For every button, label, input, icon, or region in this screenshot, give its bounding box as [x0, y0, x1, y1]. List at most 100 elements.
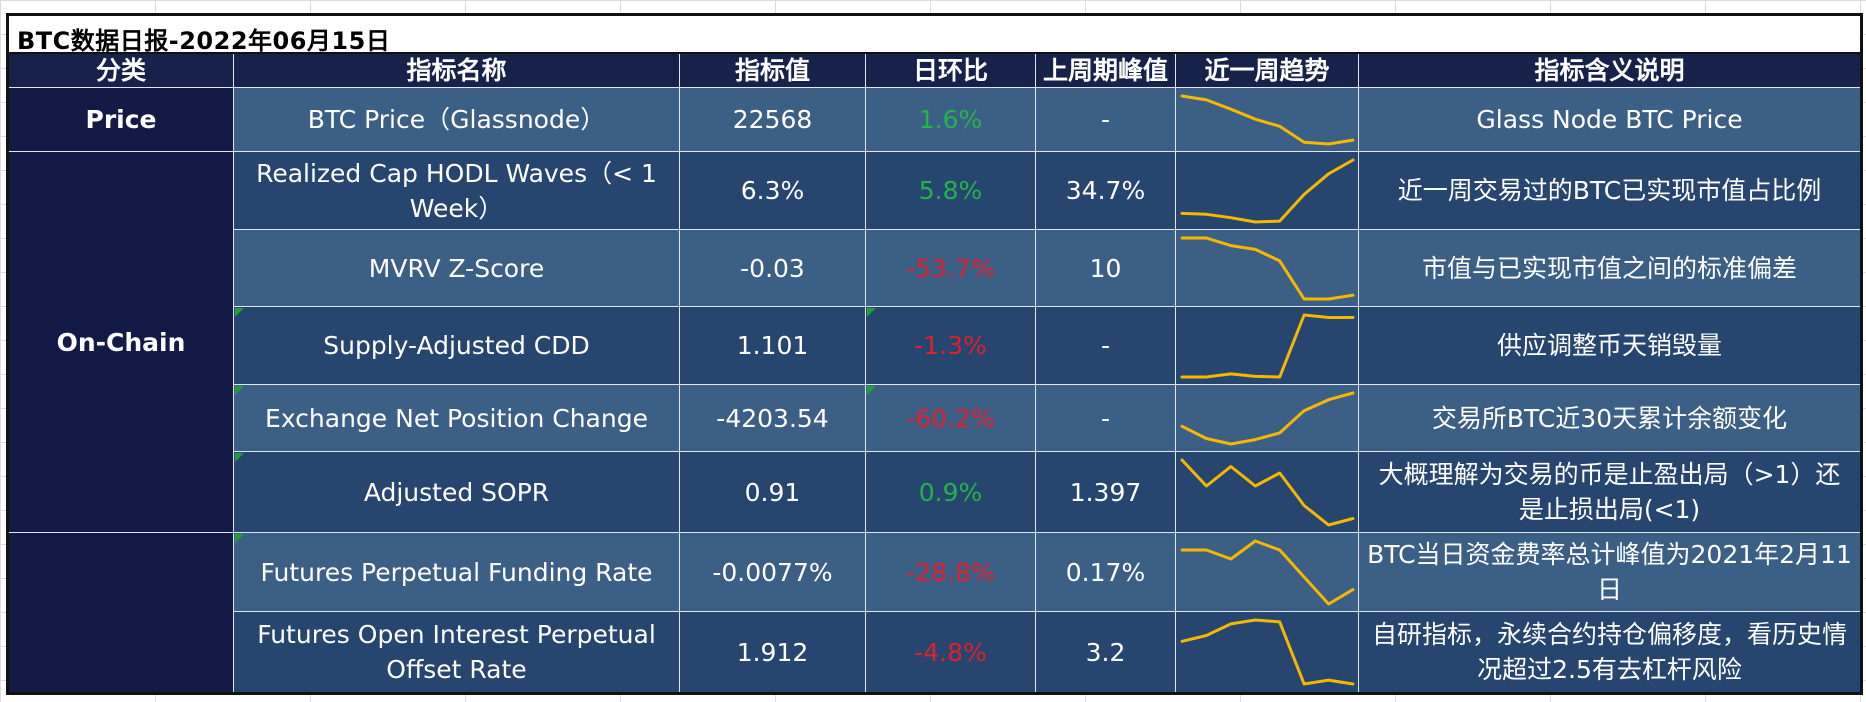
description-text: 供应调整币天销毁量	[1496, 331, 1722, 360]
category-futures[interactable]	[9, 533, 234, 692]
weekly-trend-cell[interactable]	[1176, 533, 1359, 612]
day-change-text: 0.9%	[918, 477, 983, 507]
prev-peak-cell[interactable]: -	[1036, 88, 1176, 152]
trend-sparkline	[1180, 94, 1355, 146]
prev-peak-text: 1.397	[1069, 477, 1142, 507]
indicator-value-cell[interactable]: -4203.54	[680, 385, 866, 452]
description-cell[interactable]: 交易所BTC近30天累计余额变化	[1359, 385, 1860, 452]
description-cell[interactable]: 近一周交易过的BTC已实现市值占比例	[1359, 152, 1860, 230]
indicator-value-text: -0.0077%	[712, 557, 833, 587]
indicator-value-text: 1.101	[736, 331, 809, 360]
indicator-value-cell[interactable]: 6.3%	[680, 152, 866, 230]
description-cell[interactable]: BTC当日资金费率总计峰值为2021年2月11日	[1359, 533, 1860, 612]
indicator-name-cell[interactable]: Supply-Adjusted CDD	[234, 307, 680, 385]
day-change-cell[interactable]: -60.2%	[866, 385, 1036, 452]
header-indicator-value[interactable]: 指标值	[680, 54, 866, 88]
category-on-chain[interactable]: On-Chain	[9, 152, 234, 533]
prev-peak-cell[interactable]: -	[1036, 385, 1176, 452]
description-cell[interactable]: 市值与已实现市值之间的标准偏差	[1359, 230, 1860, 307]
indicator-value-cell[interactable]: 1.912	[680, 612, 866, 692]
day-change-text: -53.7%	[906, 253, 995, 283]
day-change-text: 5.8%	[918, 176, 983, 205]
indicator-name-cell[interactable]: Realized Cap HODL Waves（< 1 Week）	[234, 152, 680, 230]
header-indicator-name[interactable]: 指标名称	[234, 54, 680, 88]
day-change-text: 1.6%	[918, 105, 983, 134]
indicator-name-text: MVRV Z-Score	[368, 253, 545, 283]
indicator-name-text: Adjusted SOPR	[363, 477, 550, 507]
indicator-name-cell[interactable]: Adjusted SOPR	[234, 452, 680, 533]
header-prev-peak[interactable]: 上周期峰值	[1036, 54, 1176, 88]
day-change-cell[interactable]: 0.9%	[866, 452, 1036, 533]
category-price[interactable]: Price	[9, 88, 234, 152]
indicator-value-cell[interactable]: 0.91	[680, 452, 866, 533]
cell-comment-marker	[867, 386, 876, 395]
indicator-name-cell[interactable]: Exchange Net Position Change	[234, 385, 680, 452]
description-cell[interactable]: 大概理解为交易的币是止盈出局（>1）还是止损出局(<1)	[1359, 452, 1860, 533]
description-cell[interactable]: 自研指标，永续合约持仓偏移度，看历史情况超过2.5有去杠杆风险	[1359, 612, 1860, 692]
prev-peak-cell[interactable]: 34.7%	[1036, 152, 1176, 230]
day-change-cell[interactable]: 1.6%	[866, 88, 1036, 152]
indicator-name-text: Exchange Net Position Change	[265, 403, 648, 433]
trend-line	[1180, 236, 1355, 301]
header-weekly-trend[interactable]: 近一周趋势	[1176, 54, 1359, 88]
header-day-change[interactable]: 日环比	[866, 54, 1036, 88]
report-title-row[interactable]: BTC数据日报-2022年06月15日	[9, 16, 1860, 55]
prev-peak-text: 34.7%	[1065, 176, 1146, 205]
day-change-cell[interactable]: 5.8%	[866, 152, 1036, 230]
indicator-name-cell[interactable]: Futures Open Interest Perpetual Offset R…	[234, 612, 680, 692]
day-change-cell[interactable]: -28.8%	[866, 533, 1036, 612]
prev-peak-cell[interactable]: 1.397	[1036, 452, 1176, 533]
description-text: 市值与已实现市值之间的标准偏差	[1421, 253, 1797, 283]
prev-peak-cell[interactable]: 10	[1036, 230, 1176, 307]
btc-daily-report-table: BTC数据日报-2022年06月15日 分类 指标名称 指标值 日环比 上周期峰…	[6, 13, 1863, 695]
day-change-cell[interactable]: -4.8%	[866, 612, 1036, 692]
trend-line	[1180, 539, 1355, 606]
weekly-trend-cell[interactable]	[1176, 230, 1359, 307]
description-cell[interactable]: Glass Node BTC Price	[1359, 88, 1860, 152]
day-change-text: -4.8%	[914, 637, 987, 667]
trend-line	[1180, 158, 1355, 224]
trend-line	[1180, 458, 1355, 527]
cell-comment-marker	[867, 308, 876, 317]
indicator-name-text: Realized Cap HODL Waves（< 1 Week）	[256, 158, 657, 223]
day-change-text: -60.2%	[906, 403, 995, 433]
indicator-value-cell[interactable]: 1.101	[680, 307, 866, 385]
weekly-trend-cell[interactable]	[1176, 88, 1359, 152]
header-category[interactable]: 分类	[9, 54, 234, 88]
trend-sparkline	[1180, 618, 1355, 686]
indicator-value-cell[interactable]: -0.0077%	[680, 533, 866, 612]
indicator-value-text: 0.91	[744, 477, 801, 507]
weekly-trend-cell[interactable]	[1176, 612, 1359, 692]
prev-peak-cell[interactable]: -	[1036, 307, 1176, 385]
trend-sparkline	[1180, 391, 1355, 446]
description-text: Glass Node BTC Price	[1476, 105, 1743, 134]
indicator-name-cell[interactable]: BTC Price（Glassnode）	[234, 88, 680, 152]
weekly-trend-cell[interactable]	[1176, 385, 1359, 452]
trend-sparkline	[1180, 158, 1355, 224]
description-text: 交易所BTC近30天累计余额变化	[1431, 403, 1788, 433]
indicator-value-text: 1.912	[736, 637, 809, 667]
trend-sparkline	[1180, 236, 1355, 301]
weekly-trend-cell[interactable]	[1176, 152, 1359, 230]
indicator-name-cell[interactable]: Futures Perpetual Funding Rate	[234, 533, 680, 612]
prev-peak-text: -	[1100, 331, 1111, 360]
weekly-trend-cell[interactable]	[1176, 307, 1359, 385]
weekly-trend-cell[interactable]	[1176, 452, 1359, 533]
header-description[interactable]: 指标含义说明	[1359, 54, 1860, 88]
description-text: 自研指标，永续合约持仓偏移度，看历史情况超过2.5有去杠杆风险	[1371, 620, 1847, 684]
day-change-cell[interactable]: -53.7%	[866, 230, 1036, 307]
day-change-cell[interactable]: -1.3%	[866, 307, 1036, 385]
trend-line	[1180, 391, 1355, 446]
indicator-name-text: Supply-Adjusted CDD	[323, 331, 590, 360]
prev-peak-text: 10	[1089, 253, 1122, 283]
prev-peak-cell[interactable]: 3.2	[1036, 612, 1176, 692]
description-cell[interactable]: 供应调整币天销毁量	[1359, 307, 1860, 385]
indicator-name-text: BTC Price（Glassnode）	[307, 105, 606, 134]
indicator-value-cell[interactable]: -0.03	[680, 230, 866, 307]
indicator-value-cell[interactable]: 22568	[680, 88, 866, 152]
indicator-value-text: -4203.54	[716, 403, 829, 433]
prev-peak-text: -	[1100, 403, 1111, 433]
indicator-name-cell[interactable]: MVRV Z-Score	[234, 230, 680, 307]
prev-peak-text: -	[1100, 105, 1111, 134]
prev-peak-cell[interactable]: 0.17%	[1036, 533, 1176, 612]
